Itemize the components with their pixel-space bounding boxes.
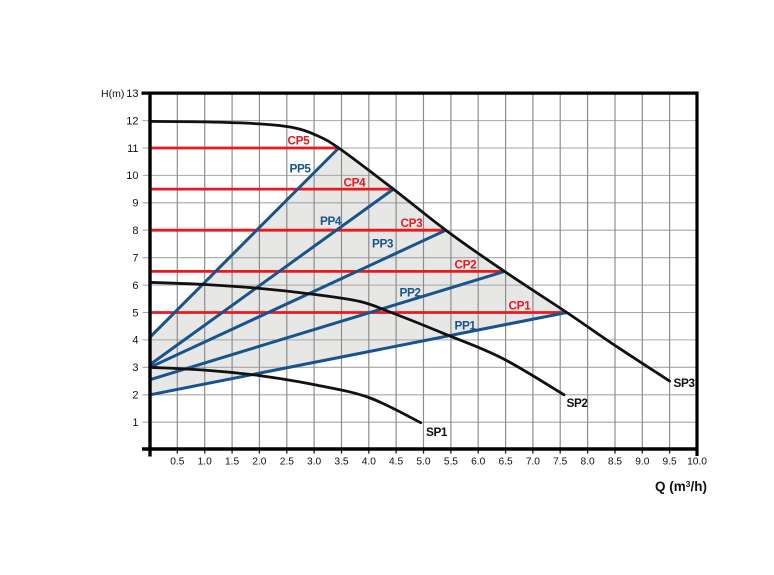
- svg-text:PP4: PP4: [320, 214, 342, 228]
- svg-text:3.0: 3.0: [307, 457, 321, 468]
- svg-text:CP1: CP1: [509, 299, 532, 313]
- svg-text:8.0: 8.0: [581, 457, 595, 468]
- svg-text:8.5: 8.5: [608, 457, 622, 468]
- svg-text:1.5: 1.5: [225, 457, 239, 468]
- svg-text:10: 10: [126, 170, 138, 182]
- svg-text:1: 1: [132, 417, 138, 429]
- svg-text:7.0: 7.0: [526, 457, 540, 468]
- svg-text:CP2: CP2: [455, 258, 478, 272]
- svg-text:2.5: 2.5: [280, 457, 294, 468]
- svg-text:CP4: CP4: [344, 176, 367, 190]
- svg-text:Q (m3/h): Q (m3/h): [655, 479, 707, 494]
- svg-text:10.0: 10.0: [687, 457, 707, 468]
- svg-text:PP1: PP1: [455, 319, 477, 333]
- svg-text:5.5: 5.5: [444, 457, 458, 468]
- svg-text:9.0: 9.0: [635, 457, 649, 468]
- svg-text:9: 9: [132, 198, 138, 210]
- svg-text:SP3: SP3: [674, 376, 696, 390]
- svg-text:SP2: SP2: [567, 396, 589, 410]
- svg-text:5.0: 5.0: [416, 457, 430, 468]
- svg-text:CP5: CP5: [288, 134, 311, 148]
- svg-text:1.0: 1.0: [198, 457, 212, 468]
- svg-text:6: 6: [132, 280, 138, 292]
- svg-text:12: 12: [126, 115, 138, 127]
- svg-text:9.5: 9.5: [663, 457, 677, 468]
- svg-text:4: 4: [132, 335, 138, 347]
- svg-text:CP3: CP3: [401, 216, 424, 230]
- svg-text:H(m): H(m): [101, 88, 124, 100]
- svg-text:6.5: 6.5: [499, 457, 513, 468]
- svg-text:3.5: 3.5: [334, 457, 348, 468]
- svg-text:3: 3: [132, 362, 138, 374]
- svg-text:2: 2: [132, 390, 138, 402]
- svg-text:6.0: 6.0: [471, 457, 485, 468]
- svg-text:PP3: PP3: [372, 237, 394, 251]
- svg-text:SP1: SP1: [426, 425, 448, 439]
- svg-text:2.0: 2.0: [252, 457, 266, 468]
- svg-text:4.0: 4.0: [362, 457, 376, 468]
- svg-text:4.5: 4.5: [389, 457, 403, 468]
- svg-text:13: 13: [126, 88, 138, 100]
- svg-text:PP2: PP2: [400, 286, 422, 300]
- svg-text:7.5: 7.5: [553, 457, 567, 468]
- svg-text:11: 11: [127, 143, 138, 155]
- svg-text:7: 7: [132, 253, 138, 265]
- svg-text:8: 8: [132, 225, 138, 237]
- svg-text:0.5: 0.5: [170, 457, 184, 468]
- svg-text:5: 5: [132, 307, 138, 319]
- svg-text:PP5: PP5: [290, 162, 312, 176]
